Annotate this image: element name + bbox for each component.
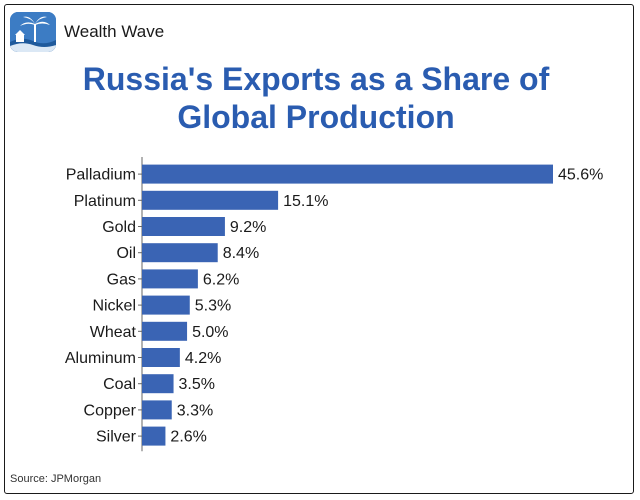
- chart-frame: [4, 4, 634, 494]
- value-label-oil: 8.4%: [223, 245, 259, 262]
- bar-silver: [142, 426, 166, 446]
- category-label-platinum: Platinum: [74, 193, 136, 210]
- bar-wheat: [142, 321, 188, 341]
- category-label-gas: Gas: [107, 271, 136, 288]
- value-label-nickel: 5.3%: [195, 298, 231, 315]
- category-label-copper: Copper: [84, 402, 137, 419]
- value-label-aluminum: 4.2%: [185, 350, 221, 367]
- category-label-aluminum: Aluminum: [65, 350, 136, 367]
- chart-title-line-2: Global Production: [177, 99, 455, 135]
- bar-aluminum: [142, 348, 180, 367]
- source-note: Source: JPMorgan: [10, 473, 102, 485]
- bar-platinum: [142, 190, 279, 210]
- value-label-gas: 6.2%: [203, 271, 239, 288]
- value-label-silver: 2.6%: [170, 429, 206, 446]
- category-label-nickel: Nickel: [92, 298, 136, 315]
- chart-title-line-1: Russia's Exports as a Share of: [82, 61, 550, 97]
- category-label-gold: Gold: [102, 219, 136, 236]
- chart-title: Russia's Exports as a Share of Global Pr…: [0, 60, 632, 136]
- category-label-palladium: Palladium: [66, 167, 136, 184]
- value-label-palladium: 45.6%: [558, 167, 603, 184]
- bar-gas: [142, 269, 198, 289]
- category-label-silver: Silver: [96, 429, 137, 446]
- value-label-gold: 9.2%: [230, 219, 266, 236]
- value-label-platinum: 15.1%: [283, 193, 328, 210]
- bar-gold: [142, 217, 225, 236]
- category-label-coal: Coal: [103, 376, 136, 393]
- palm-tree-logo-icon: [10, 12, 56, 52]
- bar-nickel: [142, 295, 190, 315]
- category-label-oil: Oil: [116, 245, 136, 262]
- brand-name: Wealth Wave: [64, 22, 165, 41]
- brand-header: Wealth Wave: [10, 12, 164, 52]
- value-label-copper: 3.3%: [177, 402, 213, 419]
- bar-oil: [142, 243, 218, 263]
- bar-copper: [142, 400, 172, 420]
- bar-palladium: [142, 164, 553, 184]
- category-label-wheat: Wheat: [90, 324, 137, 341]
- value-label-coal: 3.5%: [179, 376, 215, 393]
- value-label-wheat: 5.0%: [192, 324, 228, 341]
- bar-coal: [142, 374, 174, 394]
